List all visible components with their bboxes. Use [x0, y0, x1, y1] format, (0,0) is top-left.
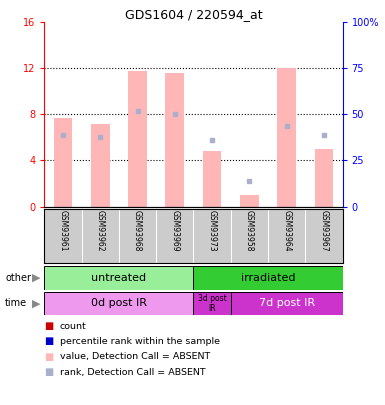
Bar: [194, 266, 343, 290]
Text: time: time: [5, 298, 27, 308]
Text: untreated: untreated: [91, 273, 146, 283]
Text: ■: ■: [44, 321, 54, 331]
Bar: [315, 149, 333, 207]
Text: count: count: [60, 322, 86, 330]
Bar: [240, 195, 259, 207]
Bar: [156, 209, 194, 263]
Text: GSM93969: GSM93969: [170, 210, 179, 252]
Bar: [268, 209, 305, 263]
Bar: [44, 266, 194, 290]
Text: ■: ■: [44, 337, 54, 346]
Bar: [91, 124, 110, 207]
Bar: [119, 209, 156, 263]
Bar: [44, 292, 194, 315]
Bar: [277, 68, 296, 207]
Bar: [128, 70, 147, 207]
Bar: [231, 292, 343, 315]
Text: rank, Detection Call = ABSENT: rank, Detection Call = ABSENT: [60, 368, 205, 377]
Bar: [305, 209, 343, 263]
Title: GDS1604 / 220594_at: GDS1604 / 220594_at: [125, 8, 262, 21]
Bar: [194, 209, 231, 263]
Bar: [44, 209, 82, 263]
Text: GSM93958: GSM93958: [245, 210, 254, 252]
Bar: [194, 292, 231, 315]
Bar: [231, 209, 268, 263]
Text: value, Detection Call = ABSENT: value, Detection Call = ABSENT: [60, 352, 210, 361]
Text: other: other: [5, 273, 31, 283]
Text: ■: ■: [44, 367, 54, 377]
Text: 0d post IR: 0d post IR: [91, 298, 147, 308]
Text: ▶: ▶: [32, 273, 40, 283]
Bar: [166, 73, 184, 207]
Text: GSM93962: GSM93962: [96, 210, 105, 252]
Text: percentile rank within the sample: percentile rank within the sample: [60, 337, 220, 346]
Text: 7d post IR: 7d post IR: [259, 298, 315, 308]
Bar: [203, 151, 221, 207]
Text: irradiated: irradiated: [241, 273, 295, 283]
Text: GSM93968: GSM93968: [133, 210, 142, 252]
Text: GSM93961: GSM93961: [59, 210, 67, 252]
Text: ▶: ▶: [32, 298, 40, 308]
Text: 3d post
IR: 3d post IR: [198, 294, 226, 313]
Text: GSM93964: GSM93964: [282, 210, 291, 252]
Bar: [82, 209, 119, 263]
Bar: [54, 118, 72, 207]
Text: GSM93973: GSM93973: [208, 210, 217, 252]
Text: GSM93967: GSM93967: [320, 210, 328, 252]
Text: ■: ■: [44, 352, 54, 362]
